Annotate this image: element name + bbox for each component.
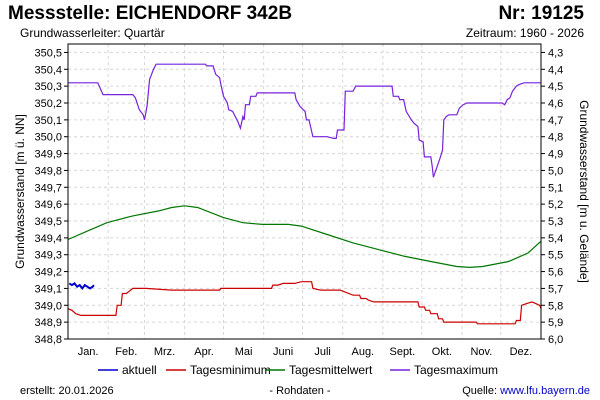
series-line-tagesmittelwert xyxy=(67,205,542,269)
y-tick-label: 350,1 xyxy=(34,115,62,127)
legend: aktuell Tagesminimum Tagesmittelwert Tagesm… xyxy=(98,363,498,377)
y2-tick-label: 5,2 xyxy=(548,199,563,211)
y2-tick-label: 5,6 xyxy=(548,267,563,279)
y2-tick-label: 6,0 xyxy=(548,334,563,346)
legend-label: Tagesmaximum xyxy=(414,363,498,377)
y2-tick-label: 5,0 xyxy=(548,165,563,177)
raw-data-note: - Rohdaten - xyxy=(269,385,331,397)
y2-tick-label: 5,7 xyxy=(548,283,563,295)
legend-label: Tagesmittelwert xyxy=(289,363,373,377)
y2-tick-label: 5,1 xyxy=(548,182,563,194)
series-line-tagesmaximum xyxy=(68,63,541,178)
station-number: Nr: 19125 xyxy=(498,3,584,24)
y2-tick-label: 5,8 xyxy=(548,300,563,312)
legend-label: aktuell xyxy=(122,363,157,377)
x-tick-label: Okt. xyxy=(432,346,452,358)
y-tick-label: 350,2 xyxy=(34,98,62,110)
y-tick-label: 349,4 xyxy=(34,233,62,245)
y-tick-label: 350,0 xyxy=(34,132,62,144)
y-axis-left-ticks: 348,8 348,9 349,0 349,1 349,2 349,3 349,4 349,5… xyxy=(34,47,68,346)
period-label: Zeitraum: 1960 - 2026 xyxy=(465,26,584,40)
y-tick-label: 349,0 xyxy=(34,300,62,312)
chart-title: Messstelle: EICHENDORF 342B xyxy=(8,3,293,24)
y2-tick-label: 4,5 xyxy=(548,81,563,93)
y2-tick-label: 5,4 xyxy=(548,233,563,245)
y2-tick-label: 5,5 xyxy=(548,250,563,262)
x-tick-label: Nov. xyxy=(470,346,492,358)
series-line-aktuell xyxy=(68,282,95,291)
x-tick-label: Mrz. xyxy=(154,346,175,358)
y2-tick-label: 4,8 xyxy=(548,132,563,144)
y-tick-label: 349,7 xyxy=(34,182,62,194)
y-tick-label: 350,3 xyxy=(34,81,62,93)
legend-label: Tagesminimum xyxy=(190,363,271,377)
y2-tick-label: 4,6 xyxy=(548,98,563,110)
x-tick-label: Aug. xyxy=(351,346,374,358)
y-tick-label: 349,9 xyxy=(34,149,62,161)
grid-lines xyxy=(68,44,541,340)
aquifer-label: Grundwasserleiter: Quartär xyxy=(20,26,165,40)
y-tick-label: 350,4 xyxy=(34,64,62,76)
y-axis-label: Grundwasserstand [m ü. NN] xyxy=(13,114,27,269)
plot-frame xyxy=(67,43,542,340)
y2-tick-label: 4,9 xyxy=(548,149,563,161)
x-tick-label: Juli xyxy=(314,346,331,358)
x-tick-label: Jan. xyxy=(78,346,99,358)
x-axis-month-ticks: Jan. Feb. Mrz. Apr. Mai Juni Juli Aug. Sept. Okt.… xyxy=(78,346,533,358)
x-tick-label: Feb. xyxy=(115,346,137,358)
y-tick-label: 348,8 xyxy=(34,334,62,346)
y2-tick-label: 5,3 xyxy=(548,216,563,228)
source-note: Quelle: www.lfu.bayern.de xyxy=(462,385,590,397)
y2-tick-label: 4,3 xyxy=(548,47,563,59)
y2-tick-label: 4,7 xyxy=(548,115,563,127)
y-tick-label: 349,8 xyxy=(34,165,62,177)
x-tick-label: Sept. xyxy=(389,346,415,358)
source-link[interactable]: www.lfu.bayern.de xyxy=(500,385,590,397)
y-tick-label: 348,9 xyxy=(34,317,62,329)
y-tick-label: 350,5 xyxy=(34,47,62,59)
series-line-tagesminimum xyxy=(67,281,542,325)
y-tick-label: 349,1 xyxy=(34,283,62,295)
created-date: erstellt: 20.01.2026 xyxy=(20,385,114,397)
y-tick-label: 349,3 xyxy=(34,250,62,262)
y2-axis-label: Grundwasserstand [m u. Gelände] xyxy=(577,100,591,283)
y-tick-label: 349,6 xyxy=(34,199,62,211)
x-tick-label: Juni xyxy=(273,346,293,358)
x-tick-label: Apr. xyxy=(194,346,214,358)
y-tick-label: 349,5 xyxy=(34,216,62,228)
x-tick-label: Mai xyxy=(235,346,253,358)
data-series xyxy=(67,63,542,325)
y2-tick-label: 5,9 xyxy=(548,317,563,329)
source-label: Quelle: xyxy=(462,385,501,397)
x-tick-label: Dez. xyxy=(510,346,533,358)
y2-tick-label: 4,4 xyxy=(548,64,563,76)
y-tick-label: 349,2 xyxy=(34,267,62,279)
y-axis-right-ticks: 6,0 5,9 5,8 5,7 5,6 5,5 5,4 5,3 5,2 5,1 5,0 4,9 4,8 4… xyxy=(541,47,563,346)
